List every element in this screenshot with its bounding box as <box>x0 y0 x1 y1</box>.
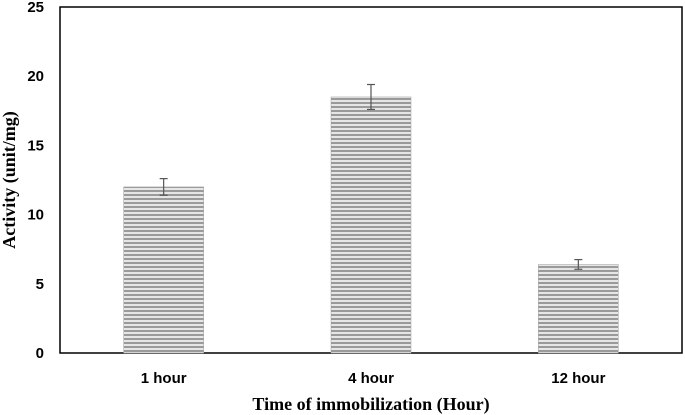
y-tick-label: 0 <box>36 345 44 362</box>
error-bar <box>574 258 583 270</box>
x-tick-label: 4 hour <box>348 370 394 387</box>
error-bar <box>159 178 168 196</box>
x-tick-label: 1 hour <box>141 370 187 387</box>
error-bar <box>367 83 375 111</box>
bars <box>123 96 619 354</box>
y-axis: 0 5 10 15 20 25 <box>27 0 44 362</box>
y-tick-label: 5 <box>36 276 44 293</box>
y-tick-label: 25 <box>27 0 44 16</box>
error-bars <box>159 83 583 270</box>
x-axis: 1 hour 4 hour 12 hour <box>141 370 606 387</box>
y-tick-label: 10 <box>27 207 44 224</box>
bar <box>330 96 412 354</box>
x-tick-label: 12 hour <box>551 370 605 387</box>
x-axis-label: Time of immobilization (Hour) <box>252 394 489 415</box>
bar <box>538 264 619 354</box>
y-axis-label: Activity (unit/mg) <box>0 111 20 248</box>
bar <box>123 186 204 354</box>
y-tick-label: 15 <box>27 137 44 154</box>
y-tick-label: 20 <box>27 68 44 85</box>
